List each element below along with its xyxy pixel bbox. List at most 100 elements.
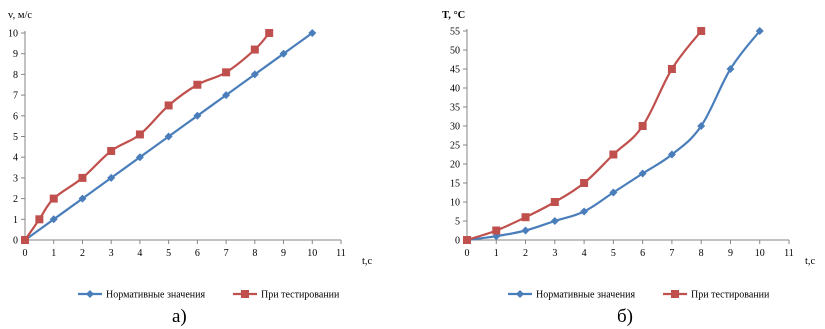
chart-a-series-1-point — [250, 70, 259, 79]
chart-b-series-1-point — [550, 217, 559, 225]
chart-b-y-tick-label: 5 — [455, 217, 460, 228]
chart-b-y-tick-label: 10 — [450, 198, 460, 209]
chart-a-y-tick-label: 9 — [13, 49, 18, 60]
chart-a-x-tick-label: 11 — [336, 248, 346, 259]
chart-a-legend-label-1: Нормативные значения — [106, 290, 205, 301]
chart-b-y-tick-label: 35 — [450, 103, 460, 114]
chart-b-legend-marker-1 — [516, 290, 524, 298]
chart-b-x-tick-label: 4 — [582, 248, 587, 259]
chart-b-series-2-point — [550, 198, 559, 206]
chart-b-legend-label-2: При тестировании — [691, 290, 770, 301]
chart-a-legend-label-2: При тестировании — [261, 290, 340, 301]
chart-a-series-1-point — [193, 111, 202, 120]
chart-a-series-2-line — [24, 32, 271, 241]
chart-b-series-1-point — [521, 226, 530, 235]
chart-b-x-tick-label: 0 — [465, 248, 470, 259]
chart-a-x-tick-label: 8 — [252, 248, 257, 259]
chart-a-series-2-point — [49, 194, 58, 203]
chart-b-y-tick-label: 50 — [450, 46, 460, 57]
chart-b-y-tick-label: 25 — [450, 141, 460, 152]
chart-b-series-2-point — [580, 179, 589, 187]
chart-a-y-tick-label: 1 — [13, 215, 18, 226]
chart-b-y-tick-label: 15 — [450, 179, 460, 190]
chart-a-x-tick-label: 6 — [195, 248, 200, 259]
chart-b-series-1-point — [609, 188, 618, 197]
chart-a-y-tick-label: 7 — [13, 91, 18, 102]
chart-a-x-tick-label: 5 — [166, 248, 171, 259]
chart-a-series-1-point — [107, 173, 116, 182]
chart-a-series-1-point — [78, 194, 87, 203]
chart-b-panel-label: б) — [617, 306, 633, 327]
chart-b-y-tick-label: 30 — [450, 122, 460, 133]
chart-b-xlabel: t,c — [805, 256, 816, 267]
chart-b-x-tick-label: 1 — [494, 248, 499, 259]
chart-b-x-tick-label: 3 — [552, 248, 557, 259]
chart-a-series-2-point — [222, 68, 231, 77]
chart-b-series-2-point — [492, 226, 501, 235]
chart-b-legend: Нормативные значения При тестировании — [508, 290, 770, 301]
chart-a-y-tick-label: 3 — [13, 173, 18, 184]
chart-a-series-1-point — [164, 132, 173, 141]
chart-a-series-1-point — [49, 215, 58, 224]
chart-a-ylabel: v, м/с — [8, 10, 32, 21]
chart-a-x-tick-label: 10 — [307, 248, 317, 259]
chart-b-y-tick-label: 45 — [450, 65, 460, 76]
chart-a-y-tick-label: 2 — [13, 194, 18, 205]
chart-a-series-2-point — [164, 101, 173, 110]
chart-b-series-2-point — [638, 122, 647, 130]
chart-a-series-2-point — [265, 29, 274, 37]
chart-a-y-tick-label: 8 — [13, 70, 18, 81]
chart-b-series-1-point — [726, 65, 735, 73]
chart-a-series-1-point — [222, 91, 231, 100]
chart-b-series-1-point — [697, 122, 706, 130]
chart-b-y-tick-label: 55 — [450, 27, 460, 38]
chart-b-y-tick-label: 20 — [450, 160, 460, 171]
chart-a-series-2-point — [107, 146, 116, 155]
chart-a-x-tick-label: 0 — [23, 248, 28, 259]
chart-b-series-2-point — [521, 213, 530, 222]
chart-a-series-2-point — [135, 130, 144, 139]
chart-a-legend-marker-2 — [241, 290, 249, 298]
chart-a-x-tick-label: 9 — [281, 248, 286, 259]
chart-a: 0 1 2 3 4 5 6 7 8 9 10 0 1 2 3 4 5 6 7 8 9 10 11 v, м/с t,c Но… — [8, 10, 373, 327]
chart-b-legend-label-1: Нормативные значения — [536, 290, 635, 301]
chart-b-x-tick-label: 2 — [523, 248, 528, 259]
chart-b-series-1-line — [466, 30, 761, 242]
chart-b-series-2-point — [463, 236, 471, 244]
chart-b-series-2-point — [667, 65, 676, 73]
chart-a-legend: Нормативные значения При тестировании — [78, 290, 340, 301]
chart-b-series-1-point — [755, 27, 764, 35]
chart-b-y-tick-label: 0 — [455, 236, 460, 247]
chart-a-series-1-point — [135, 153, 144, 162]
chart-b-series-2-point — [697, 27, 706, 35]
chart-a-x-tick-label: 2 — [80, 248, 85, 259]
chart-b-series-1-point — [580, 207, 589, 216]
chart-a-series-2-point — [193, 80, 202, 89]
chart-a-y-tick-label: 10 — [8, 29, 18, 40]
chart-a-x-tick-label: 7 — [224, 248, 229, 259]
chart-a-series-2-point — [21, 236, 29, 244]
chart-b-legend-marker-2 — [671, 290, 679, 298]
chart-a-xlabel: t,c — [362, 256, 373, 267]
chart-b-x-tick-label: 9 — [728, 248, 733, 259]
chart-a-series-2-point — [35, 215, 44, 224]
chart-b-series-2-point — [609, 150, 618, 159]
chart-b-x-tick-label: 11 — [784, 248, 794, 259]
chart-b-y-tick-label: 40 — [450, 84, 460, 95]
chart-b-series-1-point — [667, 150, 676, 159]
chart-a-y-tick-label: 6 — [13, 111, 18, 122]
chart-b-x-tick-label: 8 — [699, 248, 704, 259]
chart-a-series-2-point — [250, 45, 259, 54]
chart-b-x-tick-label: 6 — [640, 248, 645, 259]
chart-a-y-tick-label: 5 — [13, 132, 18, 143]
chart-a-x-tick-label: 1 — [51, 248, 56, 259]
chart-b-ylabel: T, °C — [442, 10, 465, 21]
chart-a-panel-label: а) — [172, 306, 187, 327]
chart-b-x-tick-label: 7 — [669, 248, 674, 259]
chart-a-x-tick-label: 3 — [109, 248, 114, 259]
chart-b-x-tick-label: 5 — [611, 248, 616, 259]
chart-a-y-tick-label: 4 — [13, 153, 18, 164]
chart-a-x-tick-label: 4 — [137, 248, 142, 259]
